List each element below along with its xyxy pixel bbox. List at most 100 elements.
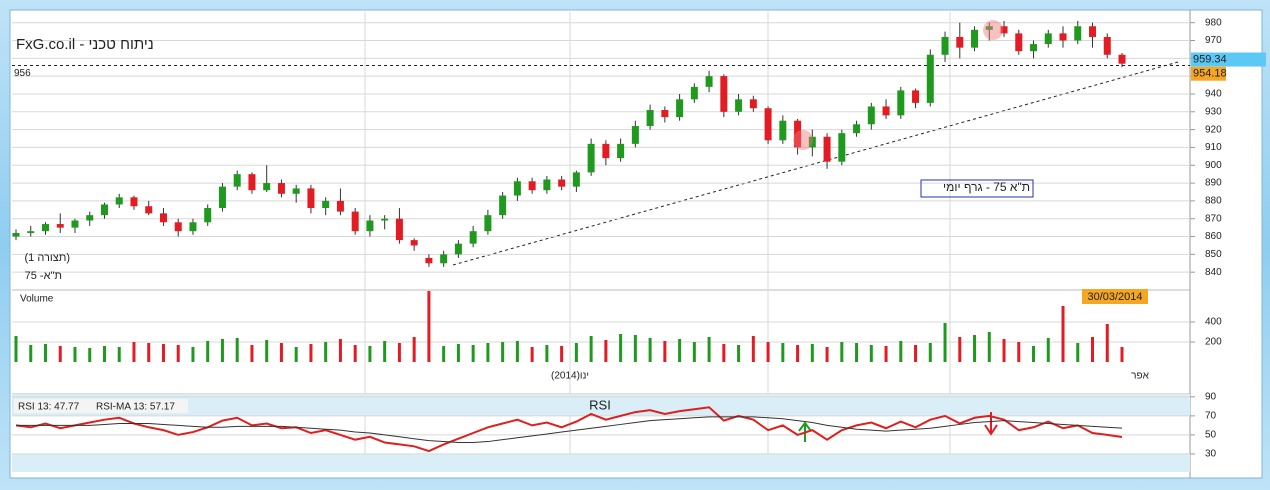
volume-bar: [220, 339, 224, 362]
volume-bar: [456, 344, 460, 362]
candle-body: [602, 143, 610, 159]
volume-bar: [840, 342, 844, 362]
volume-bar: [707, 337, 711, 362]
rsi-line: [15, 406, 1123, 453]
volume-bar: [14, 336, 18, 362]
volume-bar: [648, 338, 652, 362]
candle-body: [145, 206, 153, 214]
volume-bar: [973, 335, 977, 362]
volume-bar: [383, 341, 387, 362]
y-tick-label: 70: [1205, 411, 1217, 422]
volume-bar: [294, 347, 298, 362]
candle-body: [130, 197, 138, 207]
volume-bar: [250, 345, 254, 362]
volume-bar: [1120, 347, 1124, 362]
candle-body: [277, 183, 285, 194]
candle-body: [749, 99, 757, 109]
candle-body: [838, 133, 846, 162]
candle-body: [469, 231, 477, 244]
volume-bar: [515, 341, 519, 362]
candle-body: [12, 232, 20, 237]
y-tick-label: 200: [1205, 337, 1222, 348]
volume-bar: [766, 342, 770, 362]
y-tick-label: 940: [1205, 89, 1222, 100]
volume-bar: [899, 341, 903, 362]
candle-body: [100, 204, 108, 216]
volume-bar: [869, 345, 873, 362]
y-tick-label: 890: [1205, 178, 1222, 189]
y-tick-label: 970: [1205, 35, 1222, 46]
volume-bar: [914, 345, 918, 362]
volume-bar: [235, 338, 239, 362]
volume-bar: [88, 348, 92, 362]
candle-body: [484, 215, 492, 232]
y-tick-label: 920: [1205, 124, 1222, 135]
candle-body: [395, 218, 403, 241]
price-label: 954.18: [1193, 68, 1227, 80]
candle-body: [1089, 26, 1097, 37]
legend-entry: RSI 13: 47.77: [18, 402, 80, 413]
candle-body: [735, 99, 743, 112]
candle-body: [41, 224, 49, 232]
candle-body: [1030, 44, 1038, 52]
candle-body: [956, 36, 964, 48]
volume-bar: [633, 335, 637, 362]
date-label: 30/03/2014: [1087, 291, 1142, 303]
volume-title: Volume: [20, 294, 54, 305]
volume-bar: [176, 345, 180, 362]
volume-bar: [928, 343, 932, 362]
volume-bar: [663, 341, 667, 362]
volume-bar: [1061, 306, 1065, 362]
volume-bar: [29, 345, 33, 362]
candle-body: [941, 36, 949, 55]
candle-body: [204, 208, 212, 223]
candle-body: [1044, 33, 1052, 45]
candle-body: [1015, 33, 1023, 52]
candle-body: [543, 179, 551, 191]
candle-body: [779, 120, 787, 141]
candle-body: [720, 76, 728, 112]
candle-body: [1103, 36, 1111, 55]
title-box: [920, 179, 1034, 198]
candle-body: [292, 188, 300, 194]
y-tick-label: 900: [1205, 160, 1222, 171]
highlight: [983, 20, 1003, 40]
volume-bar: [1032, 346, 1036, 362]
price-label: 959.34: [1193, 53, 1227, 65]
price-box: [1191, 66, 1226, 81]
plot: [12, 22, 1190, 472]
y-tick-label: 880: [1205, 196, 1222, 207]
volume-bar: [619, 334, 623, 362]
volume-bar: [353, 345, 357, 362]
volume-bar: [1076, 343, 1080, 362]
candle-body: [381, 218, 389, 221]
volume-bar: [722, 344, 726, 362]
volume-bar: [810, 344, 814, 362]
volume-bar: [884, 346, 888, 362]
volume-bar: [589, 336, 593, 362]
legend-box: [14, 399, 188, 413]
volume-bar: [751, 336, 755, 362]
candle-body: [897, 90, 905, 116]
candle-body: [926, 54, 934, 103]
candle-body: [307, 188, 315, 209]
volume-bar: [324, 342, 328, 362]
volume-bar: [73, 347, 77, 362]
volume-bar: [147, 343, 151, 362]
candle-body: [336, 200, 344, 212]
candle-body: [808, 136, 816, 148]
candle-body: [661, 110, 669, 118]
candle-body: [56, 224, 64, 228]
candle-body: [410, 240, 418, 246]
candle-body: [528, 181, 536, 191]
volume-bar: [1046, 338, 1050, 362]
candle-body: [159, 213, 167, 223]
volume-bar: [117, 347, 121, 362]
volume-bar: [486, 343, 490, 362]
candle-body: [218, 186, 226, 209]
zone: [12, 453, 1190, 472]
volume-bar: [560, 346, 564, 362]
candle-body: [233, 174, 241, 187]
